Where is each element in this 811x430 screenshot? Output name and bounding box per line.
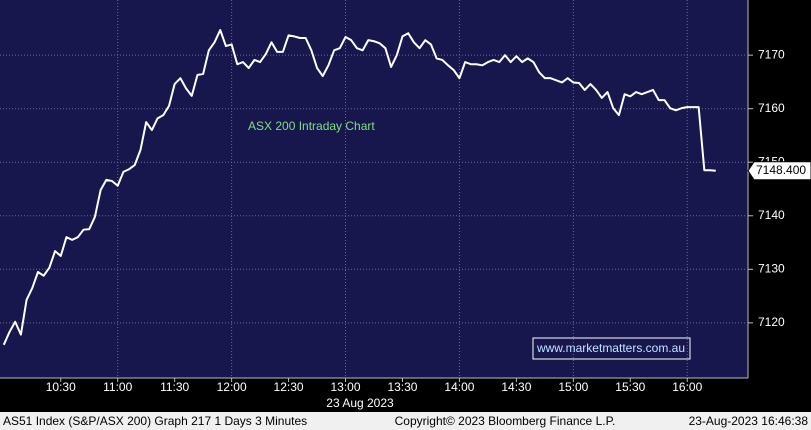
x-tick-label: 14:30	[501, 380, 531, 394]
y-tick-label: 7120	[758, 315, 785, 329]
y-tick-label: 7140	[758, 208, 785, 222]
plot-area	[0, 0, 748, 378]
x-tick-label: 15:30	[615, 380, 645, 394]
x-tick-label: 16:00	[672, 380, 702, 394]
x-tick-label: 12:00	[217, 380, 247, 394]
x-tick-label: 12:30	[274, 380, 304, 394]
y-tick-label: 7160	[758, 101, 785, 115]
date-label: 23 Aug 2023	[326, 396, 394, 410]
footer-left: AS51 Index (S&P/ASX 200) Graph 217 1 Day…	[3, 414, 307, 428]
watermark-box	[532, 337, 691, 360]
x-tick-label: 11:30	[160, 380, 189, 394]
last-price-label: 7148.400	[756, 163, 806, 177]
x-tick-label: 10:30	[46, 380, 76, 394]
x-tick-label: 14:00	[444, 380, 474, 394]
y-tick-label: 7130	[758, 261, 785, 275]
x-tick-label: 15:00	[558, 380, 588, 394]
y-tick-label: 7170	[758, 47, 785, 61]
watermark: www.marketmatters.com.au	[536, 341, 685, 355]
x-tick-label: 13:00	[331, 380, 361, 394]
last-price-box	[747, 161, 811, 181]
x-tick-label: 13:30	[387, 380, 417, 394]
footer-bar	[0, 412, 811, 430]
footer-center: Copyright© 2023 Bloomberg Finance L.P.	[395, 414, 616, 428]
x-tick-label: 11:00	[103, 380, 132, 394]
footer-right: 23-Aug-2023 16:46:38	[689, 414, 809, 428]
chart-title: ASX 200 Intraday Chart	[248, 119, 375, 133]
price-line	[2, 28, 716, 346]
